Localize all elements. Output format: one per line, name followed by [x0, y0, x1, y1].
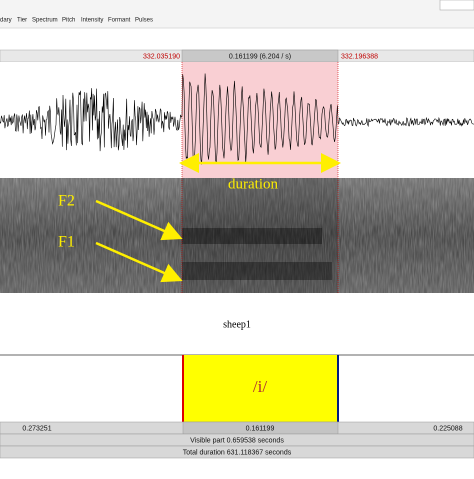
- waveform: [0, 73, 474, 167]
- f2-label: F2: [58, 193, 75, 210]
- interval-label: /i/: [253, 377, 267, 396]
- menu-item[interactable]: Pulses: [135, 18, 153, 24]
- f1-label: F1: [58, 234, 75, 251]
- menu-item[interactable]: Intensity: [81, 18, 103, 24]
- visible-part: Visible part 0.659538 seconds: [190, 437, 284, 444]
- tier-name: sheep1: [223, 319, 251, 330]
- total-duration: Total duration 631.118367 seconds: [183, 449, 292, 456]
- spectrogram-selection: [182, 178, 338, 293]
- f2-arrow: [95, 199, 183, 241]
- selection-start: 332.035190: [143, 53, 180, 60]
- selection-end: 332.196388: [341, 53, 378, 60]
- selection-duration: 0.161199 (6.204 / s): [229, 53, 291, 60]
- bottom-row-3: [0, 445, 474, 459]
- duration-label: duration: [228, 176, 278, 192]
- menu-item[interactable]: Spectrum: [32, 18, 58, 24]
- spectrogram-texture: [0, 178, 474, 293]
- interval: [183, 355, 338, 422]
- bottom-right: 0.225088: [433, 425, 462, 432]
- menu-bar: [0, 0, 474, 28]
- f1-arrow: [95, 241, 183, 283]
- menu-item[interactable]: Pitch: [62, 18, 75, 24]
- formant-band-f2: [182, 228, 322, 244]
- formant-band-f1: [182, 262, 332, 280]
- bottom-middle: 0.161199: [246, 425, 275, 432]
- bottom-left: 0.273251: [22, 425, 51, 432]
- menu-item[interactable]: dary: [0, 18, 12, 24]
- menu-item[interactable]: Formant: [108, 18, 131, 24]
- menu-item[interactable]: Tier: [17, 18, 27, 24]
- window-box: [439, 0, 474, 11]
